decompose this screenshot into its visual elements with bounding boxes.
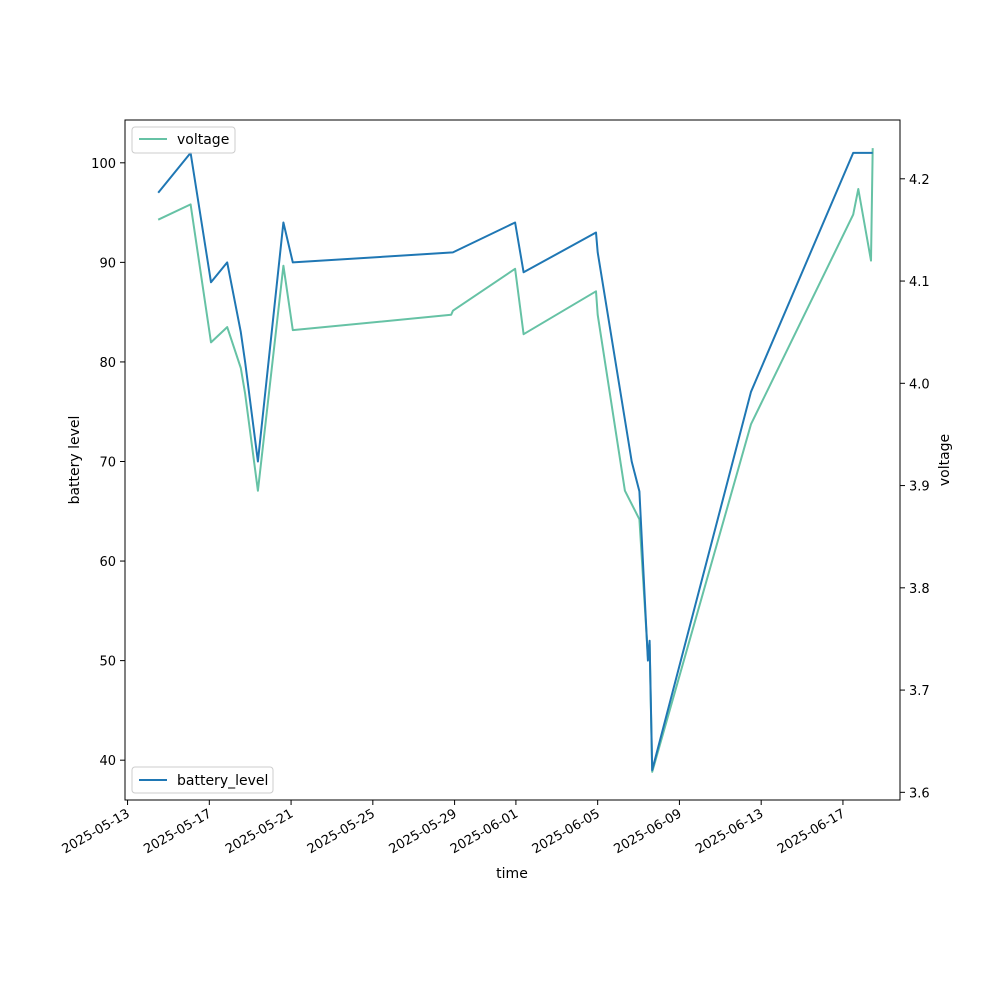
y-axis-right: 3.6 3.7 3.8 3.9 4.0 4.1 4.2 [900,173,930,801]
legend-box [131,766,274,794]
legend-label-voltage: voltage [177,132,229,148]
y2-tick-label: 3.7 [909,684,930,699]
y-tick-label: 90 [99,256,116,271]
legend-box [131,126,236,154]
y2-tick-label: 3.8 [909,582,930,597]
y-axis-left: 40 50 60 70 80 90 100 [91,157,125,769]
y2-tick-label: 4.2 [909,173,930,188]
y-tick-label: 70 [99,455,116,470]
plot-frame [124,119,901,801]
x-axis-title: time [496,866,528,882]
legend-label-battery-level: battery_level [177,773,268,789]
legend-battery-level: battery_level [131,766,274,794]
y-tick-label: 60 [99,555,116,570]
series-layer [157,148,874,773]
y2-tick-label: 4.1 [909,275,930,290]
y-tick-label: 80 [99,356,116,371]
y-tick-label: 40 [99,754,116,769]
y2-axis-title: voltage [937,434,953,486]
series-line-battery-level [157,151,873,772]
y-tick-label: 100 [91,157,116,172]
series-line-voltage [157,148,874,773]
y-tick-label: 50 [99,655,116,670]
y2-tick-label: 3.6 [909,786,930,801]
legend-voltage: voltage [131,126,236,154]
y-axis-title: battery level [67,416,83,505]
y2-tick-label: 4.0 [909,377,930,392]
y2-tick-label: 3.9 [909,480,930,495]
